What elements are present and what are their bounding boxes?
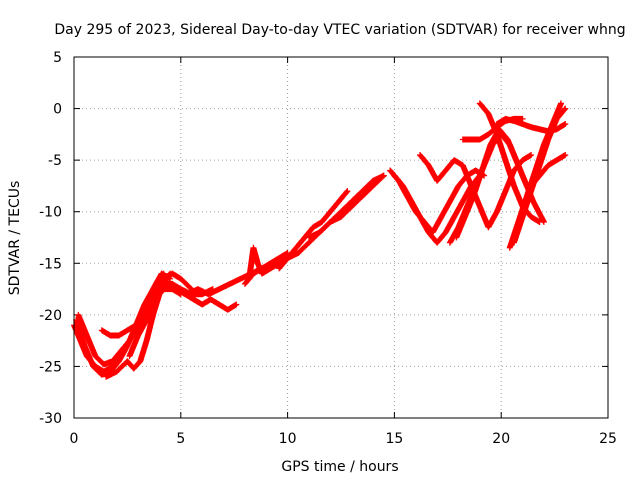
- plot-frame: [73, 56, 609, 419]
- y-tick-label: 5: [53, 50, 62, 66]
- data-point-markers: [126, 270, 167, 360]
- data-point-markers: [173, 286, 240, 313]
- y-axis-tick-labels: -30 -25 -20 -15 -10 -5 0 5: [39, 50, 62, 427]
- y-tick-label: 0: [53, 102, 62, 118]
- x-axis-tick-labels: 0 5 10 15 20 25: [70, 431, 617, 447]
- data-point-markers: [528, 152, 569, 189]
- data-points: [71, 100, 569, 380]
- x-tick-label: 0: [70, 431, 79, 447]
- series-track-13: [306, 172, 387, 241]
- axis-ticks: [73, 56, 609, 419]
- series-track-7: [173, 286, 240, 313]
- x-tick-label: 15: [385, 431, 403, 447]
- y-tick-label: -20: [39, 308, 62, 324]
- y-tick-label: -25: [39, 359, 62, 375]
- x-tick-label: 10: [279, 431, 297, 447]
- y-tick-label: -5: [48, 153, 62, 169]
- x-axis-label: GPS time / hours: [281, 459, 398, 475]
- data-point-markers: [453, 126, 547, 241]
- series-track-18: [453, 126, 547, 241]
- data-point-markers: [276, 188, 351, 272]
- x-tick-label: 5: [176, 431, 185, 447]
- y-tick-label: -10: [39, 205, 62, 221]
- series-track-24: [528, 152, 569, 189]
- x-tick-label: 25: [599, 431, 617, 447]
- y-axis-label: SDTVAR / TECUs: [7, 181, 23, 296]
- grid-lines: [74, 57, 608, 418]
- x-tick-label: 20: [492, 431, 510, 447]
- series-track-11: [276, 188, 351, 272]
- y-tick-label: -30: [39, 411, 62, 427]
- series-track-6: [126, 270, 167, 360]
- chart-title: Day 295 of 2023, Sidereal Day-to-day VTE…: [54, 22, 625, 38]
- data-point-markers: [306, 172, 387, 241]
- y-tick-label: -15: [39, 256, 62, 272]
